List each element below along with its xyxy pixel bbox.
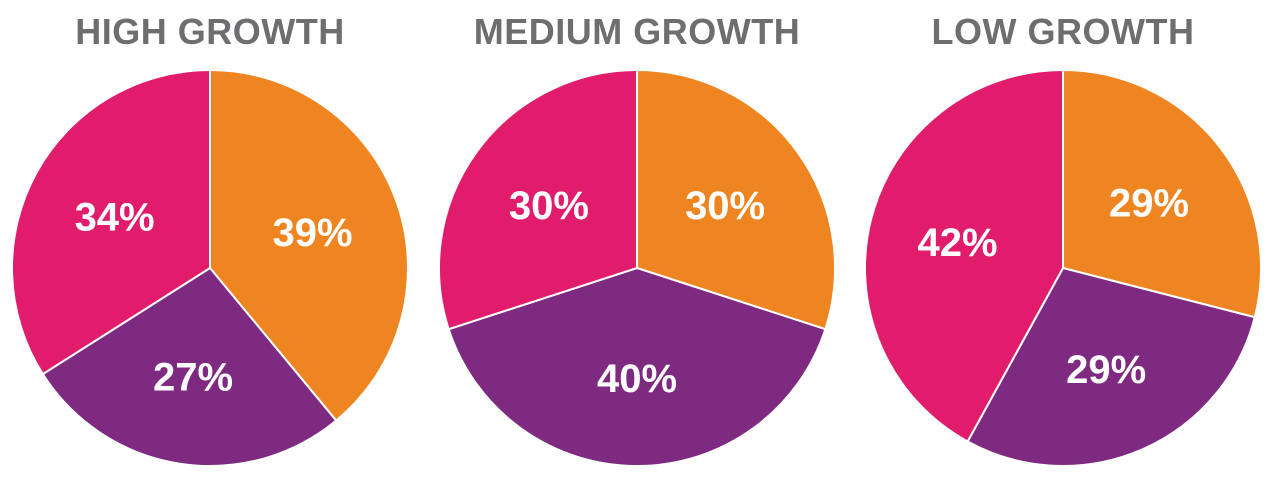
orange-slice-medium-growth [636, 68, 836, 331]
pie-slices-medium-growth [438, 68, 836, 467]
pie-chart-medium-growth: MEDIUM GROWTH 30% 40% 30% [438, 11, 836, 467]
pie-labels-high-growth: 39% 27% 34% [75, 196, 353, 400]
purple-slice-high-growth [41, 266, 338, 467]
chart-title-low-growth: LOW GROWTH [932, 11, 1195, 52]
pie-chart-low-growth: LOW GROWTH 29% 29% 42% [864, 11, 1262, 467]
slice-label-medium-growth: 30% [509, 184, 589, 228]
pie-chart-high-growth: HIGH GROWTH 39% 27% 34% [11, 11, 409, 467]
pie-labels-medium-growth: 30% 40% 30% [509, 184, 765, 401]
slice-label-medium-growth: 40% [597, 357, 677, 401]
orange-slice-low-growth [1062, 68, 1262, 319]
pie-labels-low-growth: 29% 29% 42% [917, 181, 1189, 392]
slice-label-low-growth: 42% [917, 221, 997, 265]
slice-label-low-growth: 29% [1066, 348, 1146, 392]
slice-label-high-growth: 39% [272, 211, 352, 255]
purple-slice-medium-growth [447, 266, 827, 467]
chart-title-high-growth: HIGH GROWTH [75, 11, 344, 52]
pie-slices-high-growth [11, 68, 409, 467]
slice-label-medium-growth: 30% [685, 184, 765, 228]
pink-slice-low-growth [864, 68, 1064, 443]
orange-slice-high-growth [209, 68, 409, 422]
chart-title-medium-growth: MEDIUM GROWTH [474, 11, 800, 52]
purple-slice-low-growth [966, 266, 1256, 467]
pink-slice-high-growth [11, 68, 211, 376]
slice-label-high-growth: 27% [153, 356, 233, 400]
slice-label-low-growth: 29% [1109, 181, 1189, 225]
pie-slices-low-growth [864, 68, 1262, 467]
slice-label-high-growth: 34% [75, 196, 155, 240]
pink-slice-medium-growth [438, 68, 638, 331]
